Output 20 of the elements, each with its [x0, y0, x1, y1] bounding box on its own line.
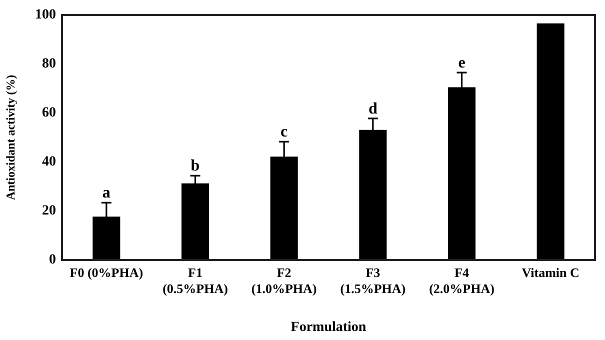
- x-tick-label: F2 (1.0%PHA): [251, 265, 317, 296]
- x-tick-label: F0 (0%PHA): [70, 265, 144, 280]
- y-axis-title: Antioxidant activity (%): [3, 74, 18, 200]
- y-tick-label: 0: [49, 252, 56, 268]
- annotation: c: [280, 124, 288, 141]
- y-tick-label: 80: [42, 56, 56, 72]
- y-tick-label: 100: [35, 8, 56, 23]
- annotation: d: [368, 100, 378, 118]
- x-axis-title: Formulation: [290, 320, 366, 336]
- y-tick-label: 40: [42, 154, 56, 170]
- y-tick-label: 60: [42, 106, 56, 121]
- x-tick-label: F1 (0.5%PHA): [162, 265, 228, 296]
- x-tick-label: Vitamin C: [522, 265, 580, 280]
- bar: [536, 23, 564, 260]
- x-tick-label: F3 (1.5%PHA): [340, 265, 406, 296]
- annotation: b: [190, 158, 200, 175]
- y-tick-label: 20: [42, 204, 56, 219]
- annotation: a: [102, 184, 110, 202]
- annotation: e: [458, 54, 466, 72]
- x-tick-label: F4 (2.0%PHA): [429, 265, 494, 296]
